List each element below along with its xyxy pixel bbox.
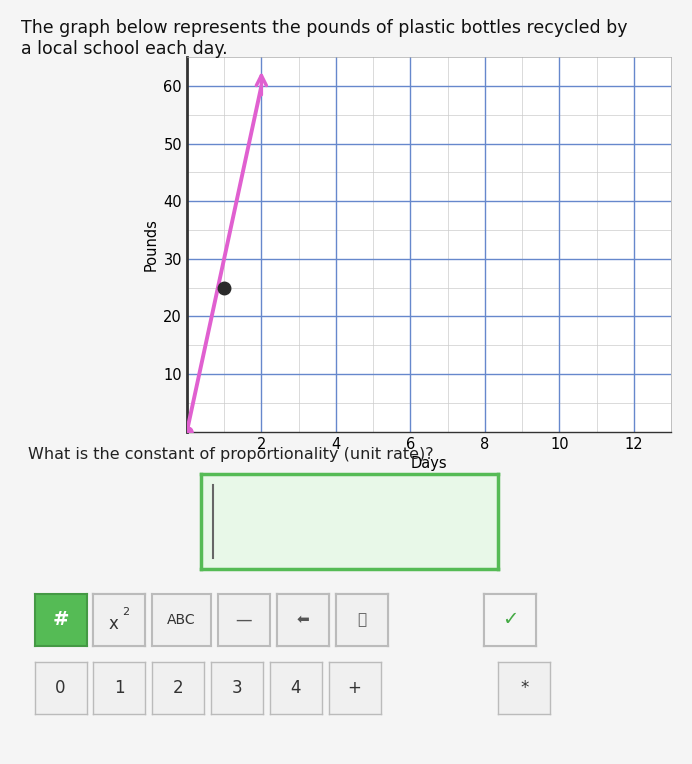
Text: ABC: ABC (167, 613, 196, 626)
Text: 4: 4 (291, 679, 301, 698)
Text: 0: 0 (55, 679, 66, 698)
Text: The graph below represents the pounds of plastic bottles recycled by
a local sch: The graph below represents the pounds of… (21, 19, 627, 58)
Text: +: + (347, 679, 362, 698)
Text: 2: 2 (173, 679, 183, 698)
Text: 🗑: 🗑 (357, 612, 366, 627)
Y-axis label: Pounds: Pounds (144, 218, 159, 271)
Text: x: x (108, 615, 118, 633)
Text: —: — (235, 610, 253, 629)
Text: #: # (53, 610, 69, 629)
Text: 2: 2 (122, 607, 129, 617)
X-axis label: Days: Days (411, 455, 447, 471)
Text: 1: 1 (114, 679, 125, 698)
Text: What is the constant of proportionality (unit rate)?: What is the constant of proportionality … (28, 447, 433, 462)
Text: 3: 3 (232, 679, 242, 698)
Text: ⬅: ⬅ (296, 612, 309, 627)
Text: ✓: ✓ (502, 610, 518, 629)
Text: *: * (520, 679, 529, 698)
